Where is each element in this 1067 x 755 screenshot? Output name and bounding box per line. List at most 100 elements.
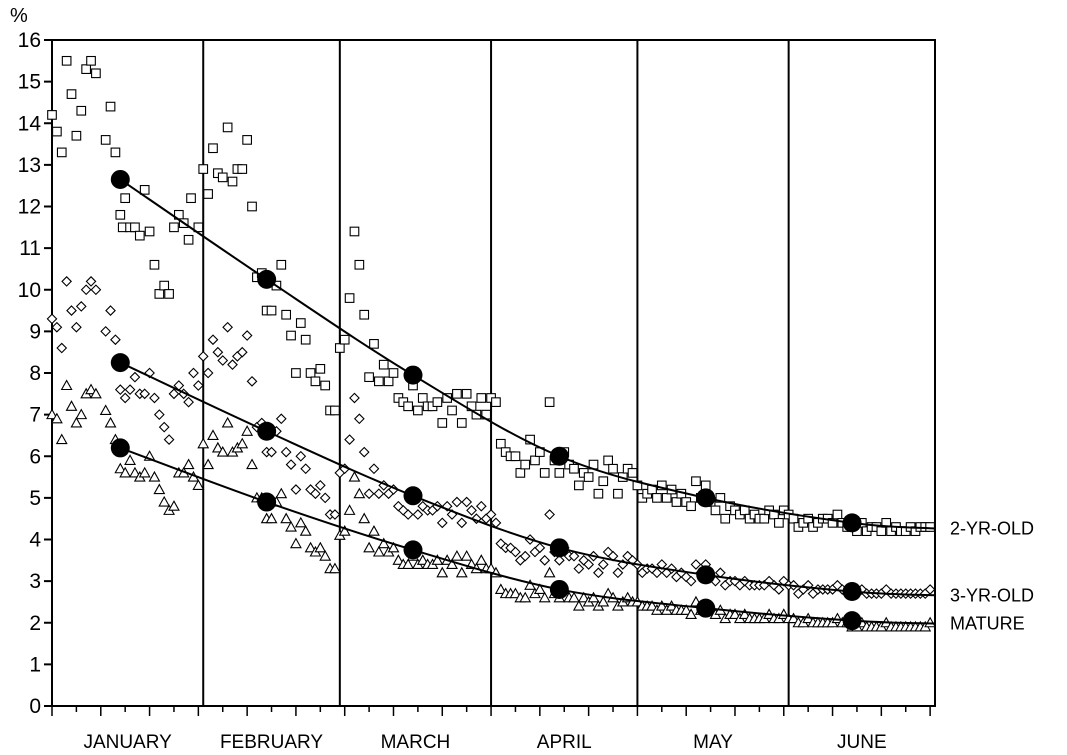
data-point — [290, 484, 302, 495]
data-point — [597, 595, 610, 607]
data-point — [119, 392, 131, 404]
data-point — [738, 608, 751, 619]
data-point — [319, 550, 332, 561]
data-point — [304, 541, 317, 553]
data-point — [211, 441, 224, 453]
y-tick-label: 8 — [29, 362, 41, 385]
plot-frame — [51, 39, 936, 707]
data-point — [75, 408, 88, 420]
monthly-mean-dot — [257, 492, 277, 512]
data-point — [227, 176, 238, 187]
x-axis: JANUARY FEBRUARY MARCH APRIL MAY JUNE — [51, 706, 931, 753]
data-point — [222, 321, 234, 333]
data-point — [193, 222, 204, 233]
data-point — [71, 130, 82, 141]
monthly-mean-dot — [403, 486, 423, 506]
data-point — [139, 185, 150, 195]
monthly-mean-dot — [549, 579, 569, 599]
data-point — [553, 554, 565, 566]
data-point — [110, 334, 121, 346]
month-label: MARCH — [381, 732, 451, 753]
data-point — [651, 567, 663, 579]
data-point — [299, 525, 312, 536]
data-point — [159, 280, 170, 291]
data-point — [75, 301, 87, 312]
monthly-mean-dot — [403, 540, 423, 560]
data-point — [114, 462, 127, 474]
data-point — [344, 293, 355, 303]
data-point — [456, 517, 468, 529]
data-point — [314, 480, 326, 491]
data-point — [577, 591, 590, 603]
data-point — [387, 541, 400, 553]
data-point — [286, 330, 296, 341]
data-point — [51, 321, 63, 333]
data-point — [338, 525, 351, 536]
y-tick-label: 5 — [29, 487, 41, 510]
data-point — [510, 451, 521, 462]
data-point — [266, 305, 277, 316]
data-point — [144, 226, 155, 237]
data-point — [774, 517, 784, 528]
data-point — [519, 591, 532, 603]
data-point — [207, 429, 219, 440]
data-point — [300, 334, 311, 345]
data-point — [280, 446, 292, 458]
data-point — [832, 509, 843, 520]
data-point — [403, 401, 413, 412]
data-point — [55, 433, 68, 445]
data-point — [242, 135, 252, 145]
data-point — [265, 512, 278, 524]
data-point — [534, 542, 546, 554]
data-point — [446, 558, 458, 570]
y-tick-label: 15 — [18, 71, 41, 94]
data-point — [524, 579, 537, 590]
data-point — [153, 409, 165, 421]
data-point — [455, 566, 468, 578]
data-point — [91, 68, 101, 79]
data-point — [241, 425, 254, 436]
data-point — [530, 455, 540, 466]
y-tick-label: 7 — [29, 404, 41, 427]
data-point — [554, 468, 565, 478]
data-point — [319, 492, 331, 504]
data-point — [80, 284, 92, 296]
data-point — [207, 334, 219, 346]
data-point — [368, 525, 380, 536]
data-point — [47, 110, 57, 120]
data-point — [76, 105, 87, 116]
data-point — [276, 259, 287, 270]
data-point — [612, 567, 624, 579]
data-point — [168, 388, 180, 400]
data-point — [460, 550, 473, 561]
data-point — [369, 339, 379, 349]
data-point — [538, 591, 551, 603]
data-point — [613, 488, 623, 499]
data-point — [169, 222, 179, 233]
data-point — [65, 400, 78, 411]
data-point — [598, 476, 609, 487]
y-tick-label: 0 — [29, 695, 41, 718]
y-unit-label: % — [10, 5, 28, 27]
y-tick-label: 2 — [29, 612, 41, 635]
data-point — [134, 230, 145, 241]
data-point — [329, 562, 341, 574]
month-label: JUNE — [837, 732, 887, 753]
data-point — [372, 545, 385, 557]
data-point — [148, 470, 161, 482]
data-point — [315, 363, 326, 374]
data-point — [583, 559, 595, 570]
monthly-mean-dot — [842, 513, 862, 533]
data-point — [925, 522, 935, 532]
plot-area — [46, 39, 937, 707]
data-point — [402, 558, 415, 570]
data-point — [374, 376, 384, 387]
data-point — [281, 309, 292, 320]
data-point — [461, 388, 472, 399]
data-point — [876, 526, 887, 537]
monthly-mean-dot — [696, 598, 716, 618]
data-point — [124, 384, 136, 396]
data-point — [66, 305, 77, 316]
